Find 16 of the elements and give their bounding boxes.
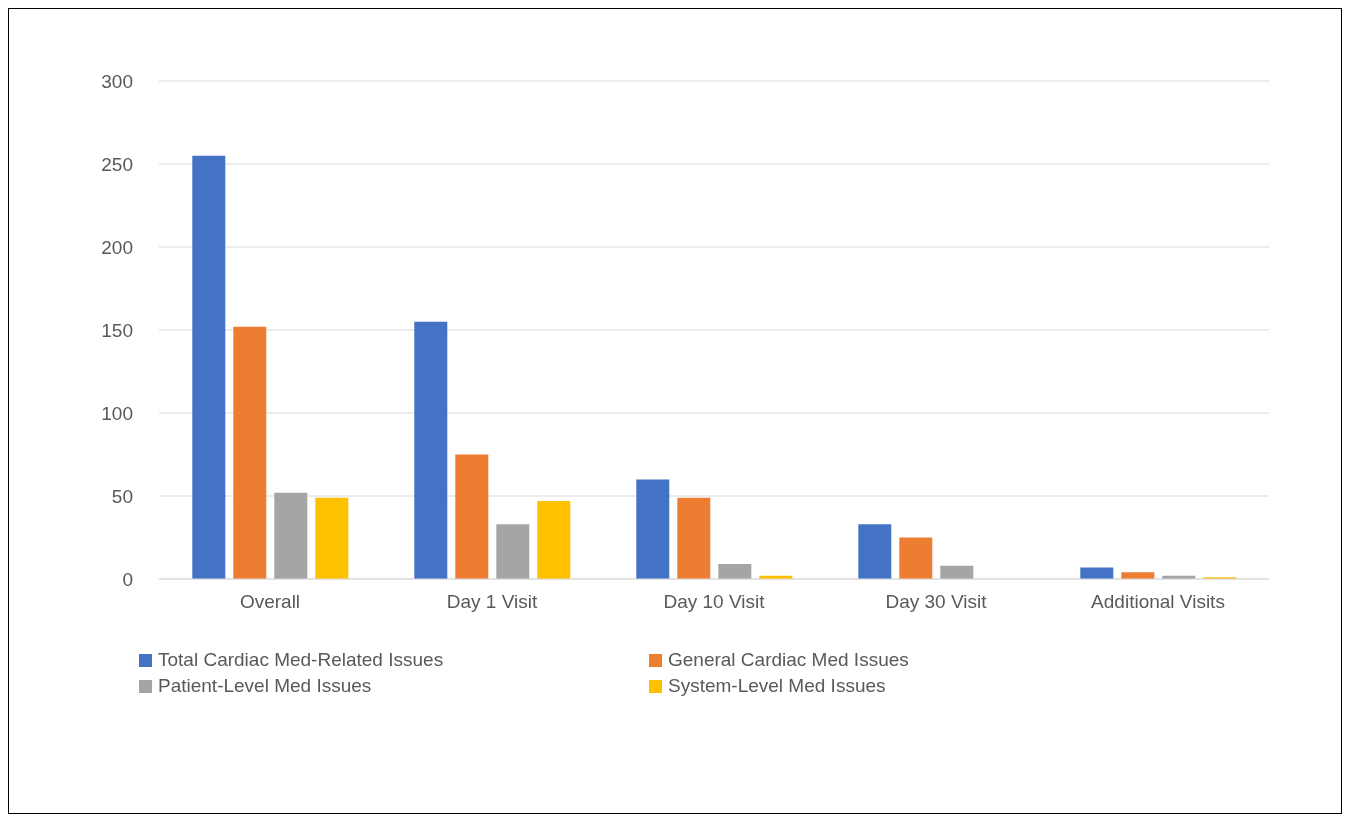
x-tick-label: Additional Visits <box>1091 591 1225 613</box>
legend-label: Total Cardiac Med-Related Issues <box>158 649 444 671</box>
x-tick-label: Day 10 Visit <box>663 591 766 613</box>
legend-label: System-Level Med Issues <box>668 675 886 697</box>
y-tick-label: 150 <box>101 319 133 341</box>
y-tick-label: 0 <box>122 568 133 590</box>
y-tick-label: 300 <box>101 70 133 92</box>
legend-label: General Cardiac Med Issues <box>668 649 909 671</box>
y-tick-label: 50 <box>111 485 133 507</box>
x-tick-label: Day 30 Visit <box>885 591 988 613</box>
y-tick-label: 250 <box>101 153 133 175</box>
x-tick-label: Day 1 Visit <box>446 591 538 613</box>
y-tick-label: 100 <box>101 402 133 424</box>
legend-label: Patient-Level Med Issues <box>158 675 372 697</box>
x-tick-label: Overall <box>239 591 301 613</box>
y-tick-label: 200 <box>101 236 133 258</box>
